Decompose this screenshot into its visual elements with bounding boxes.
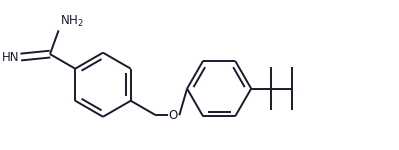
Text: HN: HN	[2, 51, 19, 64]
Text: O: O	[169, 109, 178, 122]
Text: NH$_2$: NH$_2$	[59, 14, 83, 29]
